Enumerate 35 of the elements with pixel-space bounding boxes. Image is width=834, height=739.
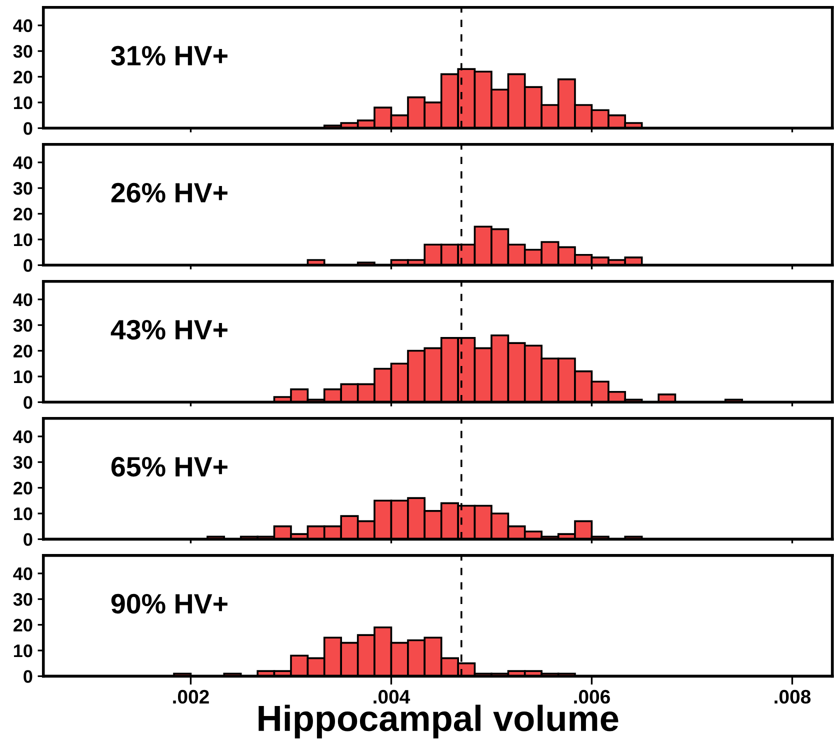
y-tick-label: 30	[13, 456, 32, 469]
y-tick-label: 20	[13, 70, 32, 84]
y-tick-label: 40	[13, 567, 32, 580]
y-tick-label: 30	[13, 319, 32, 332]
x-tick-label: .002	[173, 690, 209, 704]
annotation: 65% HV+	[111, 456, 228, 477]
y-tick-label: 20	[13, 208, 32, 220]
y-tick-label: 10	[14, 233, 32, 246]
y-tick-label: 20	[13, 344, 32, 358]
y-tick-label: 30	[13, 45, 32, 58]
y-tick-label: 20	[13, 618, 32, 632]
y-tick-label: 0	[24, 670, 32, 683]
x-tick-label: .006	[574, 690, 610, 704]
y-tick-label: 10	[14, 644, 32, 658]
y-tick-label: 10	[14, 507, 32, 520]
annotation: 26% HV+	[111, 182, 228, 203]
y-tick-label: 10	[14, 96, 32, 110]
y-tick-label: 20	[13, 482, 32, 495]
y-tick-label: 40	[13, 430, 32, 444]
y-tick-label: 40	[13, 293, 32, 306]
x-tick-label: .008	[774, 690, 811, 704]
y-tick-label: 0	[24, 396, 32, 409]
annotation: 43% HV+	[110, 320, 228, 340]
y-tick-label: 0	[24, 259, 32, 272]
annotation: 90% HV+	[111, 594, 228, 614]
y-tick-label: 40	[13, 19, 32, 32]
y-tick-label: 30	[13, 182, 32, 195]
x-axis-title: Hippocampal volume	[258, 704, 618, 738]
y-tick-label: 0	[24, 122, 32, 135]
x-tick-label: .004	[374, 690, 410, 704]
y-tick-label: 30	[13, 593, 32, 606]
annotation: 31% HV+	[111, 46, 228, 66]
y-tick-label: 0	[24, 533, 32, 546]
y-tick-label: 10	[14, 370, 32, 384]
y-tick-label: 40	[13, 156, 32, 170]
